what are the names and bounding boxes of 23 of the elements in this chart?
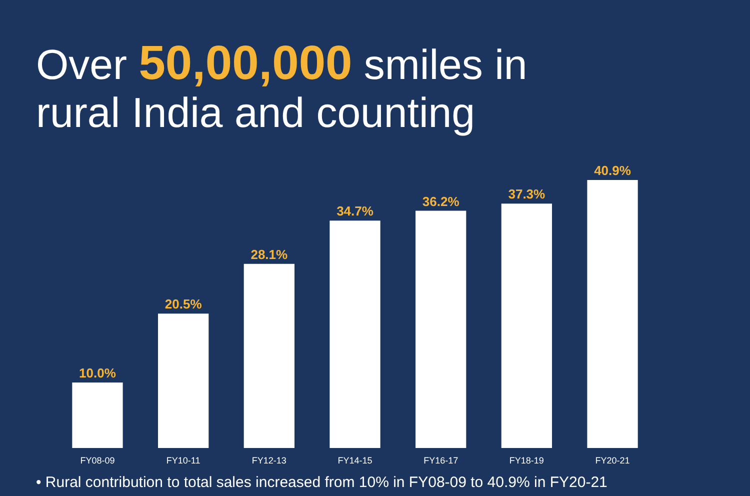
bar [587, 180, 638, 448]
data-label: 37.3% [508, 186, 546, 202]
data-label: 40.9% [594, 163, 632, 178]
data-label: 36.2% [422, 194, 460, 209]
data-label: 10.0% [79, 365, 116, 380]
x-tick-label: FY16-17 [424, 456, 458, 466]
data-label: 28.1% [250, 246, 288, 262]
bar [244, 264, 294, 448]
bar [501, 204, 552, 448]
bar [416, 210, 466, 448]
bar [158, 314, 209, 448]
chart-title: Over 50,00,000 smiles in rural India and counting [36, 37, 528, 136]
x-tick-label: FY08-09 [80, 456, 115, 466]
data-label: 20.5% [164, 296, 202, 312]
bar [72, 382, 123, 448]
text: • Rural contribution to total sales increased from 10% in FY08-09 to 40.9% in FY20-21 [36, 474, 608, 491]
x-tick-label: FY12-13 [252, 456, 286, 466]
bar [330, 220, 380, 448]
x-tick-label: FY18-19 [509, 456, 544, 466]
x-tick-label: FY20-21 [595, 456, 630, 466]
x-tick-label: FY14-15 [338, 456, 372, 466]
data-label: 34.7% [336, 204, 374, 219]
x-tick-label: FY10-11 [166, 456, 200, 466]
